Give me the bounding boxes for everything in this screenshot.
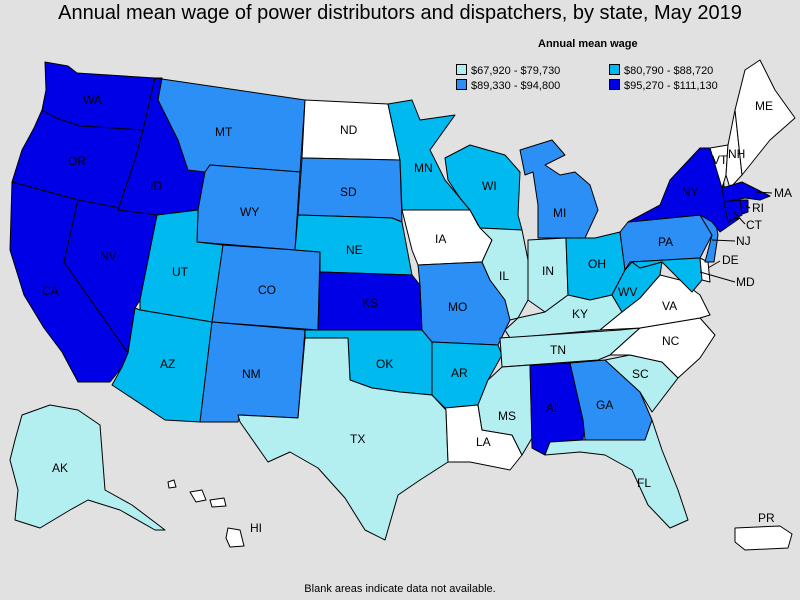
label-NJ: NJ bbox=[736, 234, 751, 248]
label-NE: NE bbox=[346, 243, 363, 257]
label-TX: TX bbox=[350, 432, 365, 446]
label-OH: OH bbox=[588, 257, 606, 271]
label-CA: CA bbox=[42, 284, 59, 298]
label-FL: FL bbox=[637, 476, 651, 490]
leader-line-ma bbox=[755, 191, 773, 194]
legend-label-4: $95,270 - $111,130 bbox=[624, 80, 718, 92]
label-KS: KS bbox=[362, 296, 378, 310]
legend-swatch-2 bbox=[609, 64, 620, 75]
label-SD: SD bbox=[340, 185, 357, 199]
state-NH[interactable] bbox=[725, 109, 743, 189]
label-HI: HI bbox=[250, 521, 262, 535]
leader-line-ri bbox=[745, 205, 751, 209]
label-ME: ME bbox=[755, 99, 773, 113]
legend-swatch-4 bbox=[609, 79, 620, 90]
label-AR: AR bbox=[451, 366, 468, 380]
label-VT: VT bbox=[712, 153, 728, 167]
state-MN[interactable] bbox=[387, 99, 471, 211]
legend-swatch-3 bbox=[456, 79, 467, 90]
label-AL: AL bbox=[546, 401, 561, 415]
label-UT: UT bbox=[172, 265, 189, 279]
state-MT[interactable] bbox=[154, 77, 306, 173]
state-IL[interactable] bbox=[479, 227, 529, 321]
label-AZ: AZ bbox=[160, 357, 175, 371]
territory-PR[interactable] bbox=[734, 525, 793, 551]
legend-title: Annual mean wage bbox=[538, 38, 638, 50]
leader-line-nj bbox=[711, 239, 736, 242]
label-PR: PR bbox=[758, 511, 775, 525]
label-IL: IL bbox=[499, 269, 509, 283]
label-NY: NY bbox=[682, 185, 699, 199]
label-MS: MS bbox=[498, 409, 516, 423]
label-RI: RI bbox=[752, 201, 764, 215]
label-KY: KY bbox=[572, 307, 588, 321]
label-TN: TN bbox=[550, 343, 566, 357]
label-VA: VA bbox=[662, 299, 677, 313]
label-ID: ID bbox=[150, 179, 162, 193]
label-OK: OK bbox=[376, 357, 393, 371]
label-ND: ND bbox=[340, 123, 358, 137]
map-title: Annual mean wage of power distributors a… bbox=[58, 2, 742, 24]
label-GA: GA bbox=[596, 398, 613, 412]
label-WA: WA bbox=[83, 93, 102, 107]
leader-line-md bbox=[699, 271, 736, 283]
label-AK: AK bbox=[52, 461, 68, 475]
state-RI[interactable] bbox=[739, 199, 749, 215]
legend-label-2: $80,790 - $88,720 bbox=[624, 65, 714, 77]
label-LA: LA bbox=[476, 435, 491, 449]
legend-label-3: $89,330 - $94,800 bbox=[471, 80, 561, 92]
label-NV: NV bbox=[100, 249, 117, 263]
state-TX[interactable] bbox=[237, 337, 449, 541]
label-MN: MN bbox=[414, 161, 433, 175]
label-WV: WV bbox=[618, 285, 637, 299]
state-HI[interactable] bbox=[167, 479, 245, 548]
label-MI: MI bbox=[553, 206, 566, 220]
label-MT: MT bbox=[215, 125, 233, 139]
label-MO: MO bbox=[448, 300, 467, 314]
legend-item-4: $95,270 - $111,130 bbox=[609, 79, 718, 92]
label-WI: WI bbox=[482, 179, 497, 193]
state-ME[interactable] bbox=[734, 59, 796, 176]
leader-line-ct bbox=[733, 211, 746, 225]
label-OR: OR bbox=[68, 154, 86, 168]
label-SC: SC bbox=[632, 367, 649, 381]
leader-lines bbox=[699, 191, 773, 283]
state-MI[interactable] bbox=[519, 139, 599, 239]
label-NH: NH bbox=[728, 147, 745, 161]
legend-item-2: $80,790 - $88,720 bbox=[609, 64, 713, 77]
legend-label-1: $67,920 - $79,730 bbox=[471, 65, 561, 77]
legend-swatch-1 bbox=[456, 64, 467, 75]
label-IN: IN bbox=[542, 264, 554, 278]
leader-line-de bbox=[707, 260, 721, 269]
label-PA: PA bbox=[658, 235, 673, 249]
state-labels: WA OR CA NV ID MT WY UT AZ CO NM ND SD N… bbox=[42, 93, 792, 535]
label-WY: WY bbox=[240, 205, 259, 219]
label-CO: CO bbox=[258, 283, 276, 297]
label-IA: IA bbox=[435, 232, 446, 246]
label-MD: MD bbox=[736, 275, 755, 289]
state-AK[interactable] bbox=[9, 404, 166, 531]
label-CT: CT bbox=[746, 218, 763, 232]
label-NM: NM bbox=[242, 367, 261, 381]
label-NC: NC bbox=[662, 334, 680, 348]
state-FL[interactable] bbox=[544, 419, 689, 529]
label-DE: DE bbox=[722, 253, 739, 267]
footer-note: Blank areas indicate data not available. bbox=[304, 583, 496, 595]
legend-item-1: $67,920 - $79,730 bbox=[456, 64, 560, 77]
legend-item-3: $89,330 - $94,800 bbox=[456, 79, 560, 92]
label-MA: MA bbox=[774, 186, 792, 200]
